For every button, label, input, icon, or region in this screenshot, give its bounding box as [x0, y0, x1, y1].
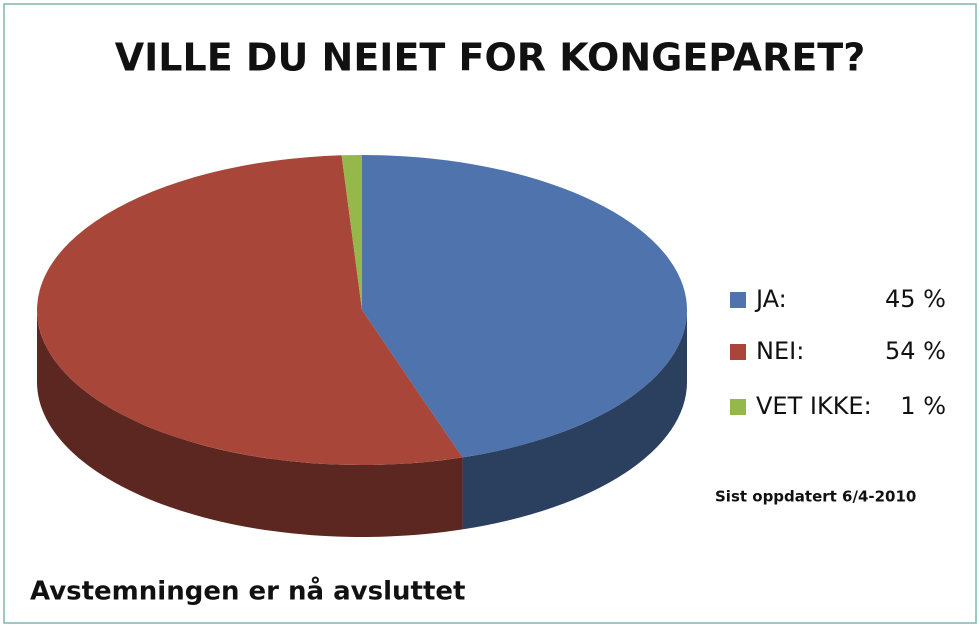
- chart-title: VILLE DU NEIET FOR KONGEPARET?: [115, 36, 866, 80]
- slice-side: [462, 310, 687, 530]
- update-note: Sist oppdatert 6/4-2010: [715, 488, 916, 506]
- slice: [362, 155, 687, 458]
- footer-note: Avstemningen er nå avsluttet: [30, 575, 465, 607]
- legend-swatch: [730, 344, 746, 360]
- slice: [36, 155, 463, 466]
- legend-value: 54 %: [885, 337, 946, 365]
- legend-value: 1 %: [900, 392, 946, 420]
- legend-value: 45 %: [885, 285, 946, 313]
- legend-label: VET IKKE:: [756, 392, 872, 420]
- slice-side: [37, 310, 463, 537]
- legend-swatch: [730, 399, 746, 415]
- legend-label: NEI:: [756, 337, 804, 365]
- slice: [341, 155, 362, 310]
- legend-swatch: [730, 292, 746, 308]
- legend-label: JA:: [754, 285, 787, 313]
